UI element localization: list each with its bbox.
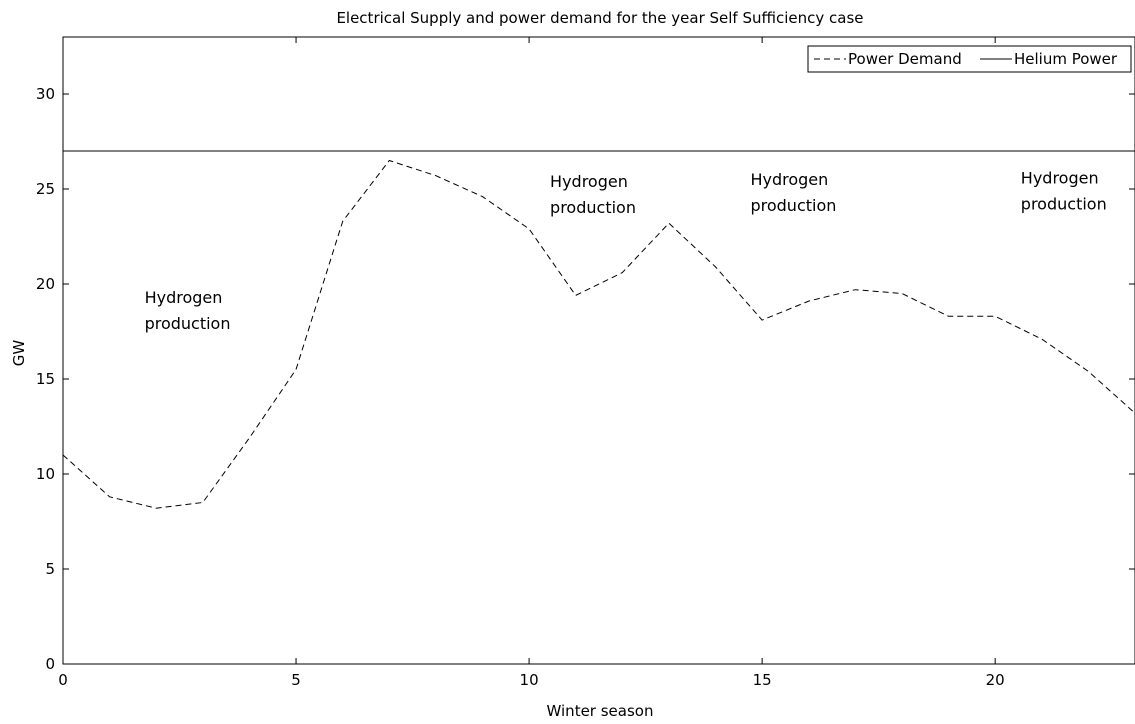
x-tick-label: 20 [986,671,1005,689]
y-tick-label: 15 [36,370,55,388]
y-tick-label: 30 [36,85,55,103]
x-tick-label: 10 [520,671,539,689]
annotation-text: Hydrogen production [1021,168,1107,213]
plot-frame [63,37,1135,664]
legend-label-power-demand: Power Demand [848,50,962,68]
ticks-layer: 0 5 10 15 20 0 5 10 15 20 25 30 [36,37,1135,689]
legend: Power Demand Helium Power [808,46,1131,72]
y-tick-label: 0 [45,655,55,673]
y-tick-label: 20 [36,275,55,293]
annotation-text: Hydrogen production [145,288,231,333]
annotation-text: Hydrogen production [750,170,836,215]
annotation-layer: Hydrogen production Hydrogen production Hydr… [145,168,1107,333]
chart-title: Electrical Supply and power demand for t… [336,9,863,27]
annotation-text: Hydrogen production [550,172,636,217]
x-tick-label: 15 [753,671,772,689]
x-tick-label: 0 [58,671,68,689]
y-tick-label: 5 [45,560,55,578]
x-tick-label: 5 [291,671,301,689]
x-axis-label: Winter season [547,702,654,720]
y-tick-label: 25 [36,180,55,198]
legend-label-helium-power: Helium Power [1014,50,1118,68]
y-tick-label: 10 [36,465,55,483]
y-axis-label: GW [10,340,28,367]
